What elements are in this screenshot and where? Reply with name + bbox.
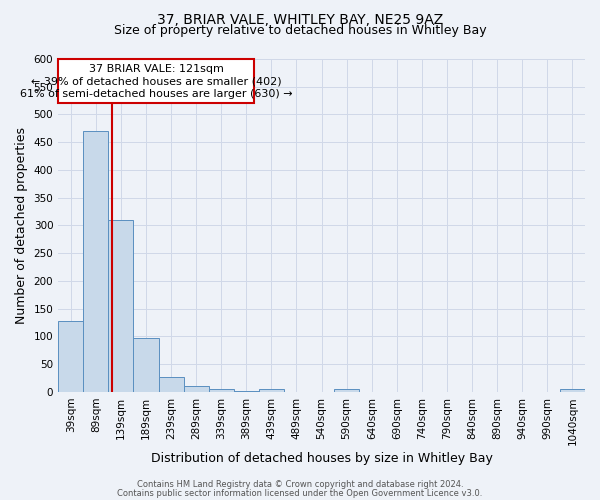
Text: 37 BRIAR VALE: 121sqm: 37 BRIAR VALE: 121sqm	[89, 64, 223, 74]
Text: Contains HM Land Registry data © Crown copyright and database right 2024.: Contains HM Land Registry data © Crown c…	[137, 480, 463, 489]
Text: 61% of semi-detached houses are larger (630) →: 61% of semi-detached houses are larger (…	[20, 90, 292, 100]
Bar	[209, 389, 234, 392]
Y-axis label: Number of detached properties: Number of detached properties	[15, 127, 28, 324]
Bar	[133, 338, 158, 392]
Bar	[83, 131, 109, 392]
Bar	[334, 389, 359, 392]
Bar	[184, 386, 209, 392]
Bar	[259, 389, 284, 392]
Bar	[560, 389, 585, 392]
Bar	[109, 220, 133, 392]
Text: Size of property relative to detached houses in Whitley Bay: Size of property relative to detached ho…	[113, 24, 487, 37]
Bar	[58, 320, 83, 392]
Text: 37, BRIAR VALE, WHITLEY BAY, NE25 9AZ: 37, BRIAR VALE, WHITLEY BAY, NE25 9AZ	[157, 12, 443, 26]
Text: Contains public sector information licensed under the Open Government Licence v3: Contains public sector information licen…	[118, 488, 482, 498]
Bar	[234, 390, 259, 392]
Bar	[158, 376, 184, 392]
X-axis label: Distribution of detached houses by size in Whitley Bay: Distribution of detached houses by size …	[151, 452, 493, 465]
Text: ← 39% of detached houses are smaller (402): ← 39% of detached houses are smaller (40…	[31, 76, 281, 86]
